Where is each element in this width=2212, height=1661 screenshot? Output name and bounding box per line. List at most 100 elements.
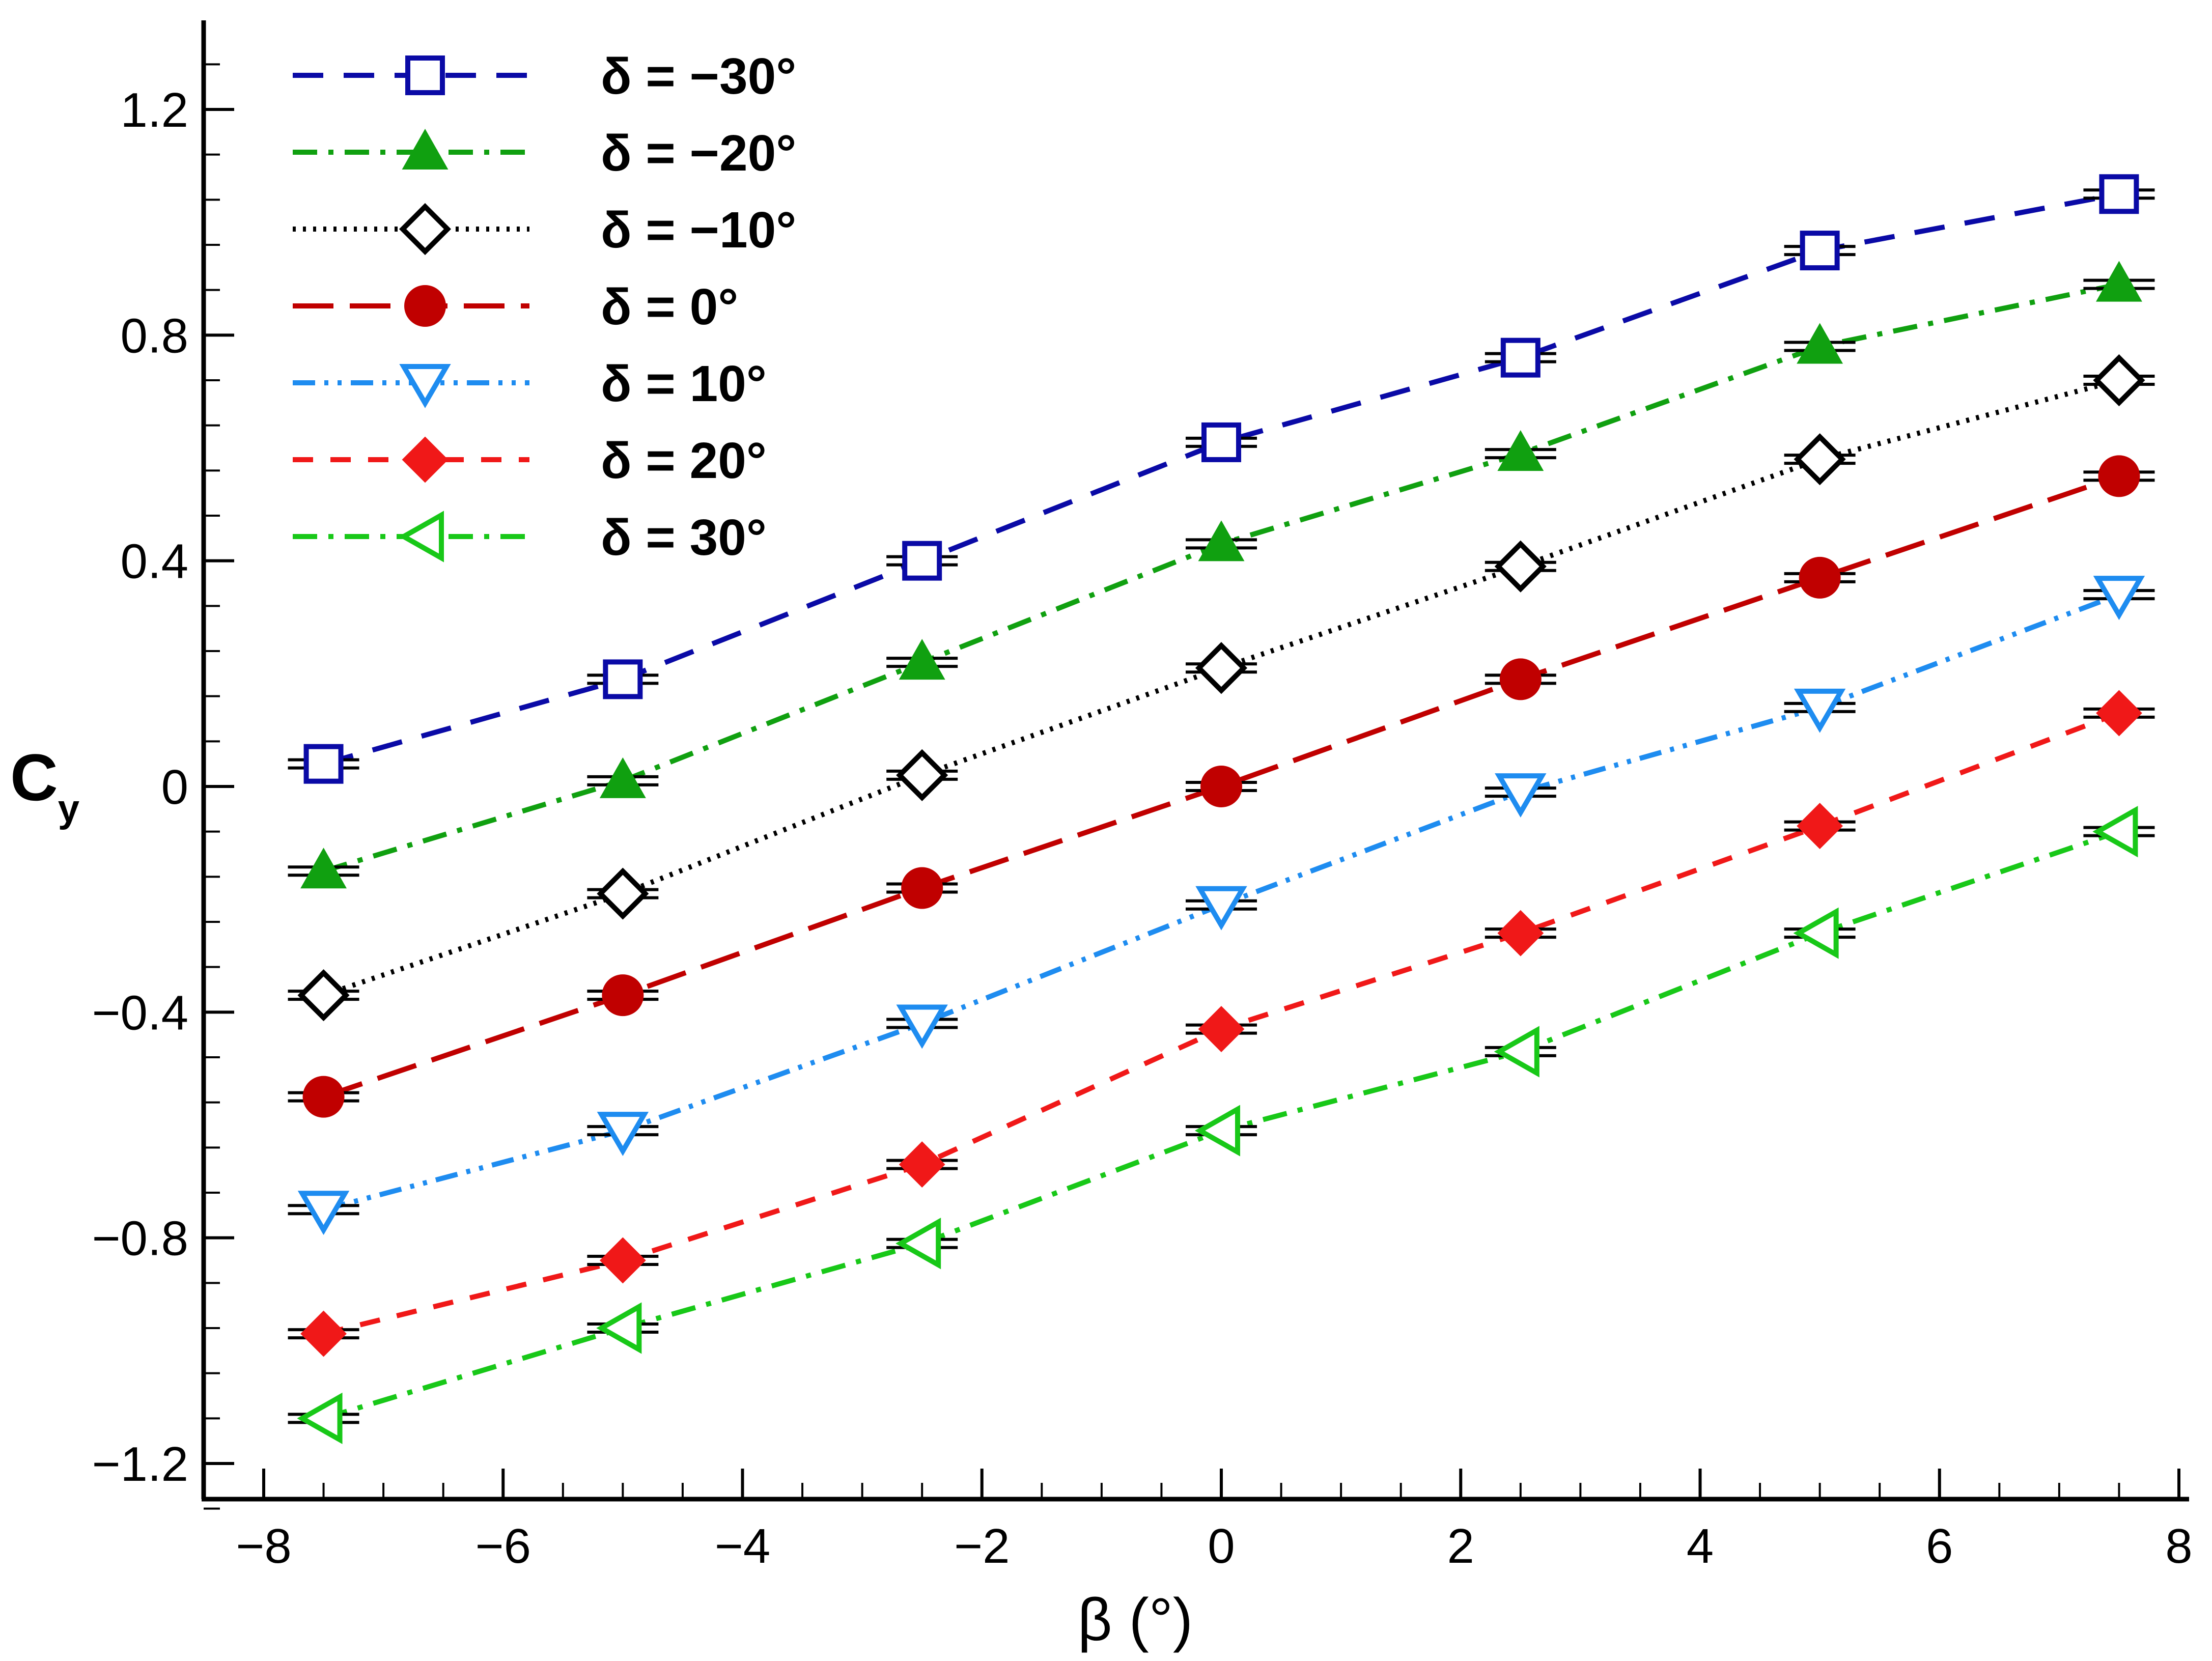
data-point [603,659,643,699]
data-point [1495,773,1547,818]
legend-label: δ = −10° [601,202,796,259]
data-point [896,749,948,801]
series-2 [288,354,2155,1022]
data-point [1195,886,1247,931]
legend-item: δ = 30° [293,509,767,566]
x-tick-label: −6 [475,1519,531,1573]
data-point [1797,803,1843,849]
data-point [1494,540,1547,593]
data-point [2096,261,2142,302]
legend-marker [404,285,446,327]
y-axis-title: Cy [10,740,79,830]
data-point [297,1191,350,1235]
data-point [602,974,644,1017]
legend-item: δ = 0° [293,278,738,335]
data-point [1793,907,1839,959]
data-point [1195,642,1248,694]
data-point [1198,520,1245,561]
data-point [599,1237,646,1284]
legend-label: δ = 30° [601,509,767,566]
data-point [1799,556,1841,599]
data-point [1198,1006,1245,1052]
data-point [2093,576,2145,621]
legend-item: δ = 20° [293,432,767,489]
x-axis-title: β (°) [1078,1586,1193,1653]
legend-item: δ = 10° [293,355,767,412]
series-5 [288,690,2155,1357]
data-point [1797,323,1843,364]
legend-item: δ = −30° [293,48,796,105]
legend-marker [402,128,449,170]
legend-label: δ = −30° [601,48,796,105]
data-point [596,1302,642,1354]
x-tick-label: −2 [954,1519,1010,1573]
legend-label: δ = −20° [601,125,796,182]
data-point [597,1112,649,1157]
x-tick-label: 2 [1447,1519,1474,1573]
data-point [597,867,649,920]
data-point [303,744,344,784]
data-point [2099,174,2139,214]
x-tick-label: 6 [1926,1519,1953,1573]
data-point [1499,658,1542,700]
series-layer [288,174,2155,1444]
data-point [1794,688,1846,733]
data-point [1497,430,1544,471]
legend: δ = −30° δ = −20° δ = −10° δ = 0° δ = 10° δ =… [293,48,796,566]
y-tick-label: −1.2 [92,1437,188,1491]
data-point [599,757,646,798]
data-point [902,541,942,581]
data-point [1200,766,1242,807]
data-point [1494,1026,1539,1078]
axis-ticks: −8 −6 −4 −2 0 2 4 6 8 −1.2 −0.8 −0.4 0 0.4 0.8 1.2 [92,63,2193,1573]
legend-marker [398,511,444,562]
legend-marker [399,364,451,408]
data-point [302,1076,345,1118]
data-point [1500,337,1541,378]
data-point [297,1392,343,1444]
data-point [300,848,347,889]
legend-marker [405,55,445,95]
data-point [899,1141,945,1188]
data-point [1794,433,1846,486]
y-tick-label: 1.2 [121,83,188,137]
x-tick-label: −4 [715,1519,770,1573]
legend-label: δ = 10° [601,355,767,412]
series-4 [288,576,2155,1235]
x-tick-label: −8 [236,1519,291,1573]
series-0 [288,174,2155,784]
data-point [2093,354,2145,407]
legend-label: δ = 20° [601,432,767,489]
data-point [899,639,945,680]
data-point [1201,422,1241,462]
y-tick-label: 0.8 [121,308,188,363]
data-point [901,867,943,909]
x-tick-label: 0 [1208,1519,1235,1573]
y-tick-label: −0.4 [92,986,188,1040]
data-point [2096,690,2142,737]
legend-label: δ = 0° [601,278,738,335]
x-tick-label: 8 [2165,1519,2192,1573]
y-tick-label: −0.8 [92,1212,188,1266]
data-point [297,969,350,1022]
data-point [1194,1105,1240,1157]
data-point [1497,910,1544,956]
data-point [896,1004,948,1049]
axes-frame [201,20,2189,1502]
legend-item: δ = −10° [293,202,796,259]
legend-marker [402,436,449,483]
series-3 [288,455,2155,1118]
legend-marker [399,203,452,256]
data-point [1800,231,1840,271]
x-tick-label: 4 [1687,1519,1714,1573]
series-1 [288,261,2155,889]
legend-item: δ = −20° [293,125,796,182]
data-point [300,1310,347,1357]
data-point [2098,455,2140,497]
data-point [895,1218,941,1270]
data-point [2092,806,2138,858]
series-6 [288,806,2155,1444]
y-tick-label: 0.4 [121,534,188,589]
y-tick-label: 0 [161,760,188,814]
